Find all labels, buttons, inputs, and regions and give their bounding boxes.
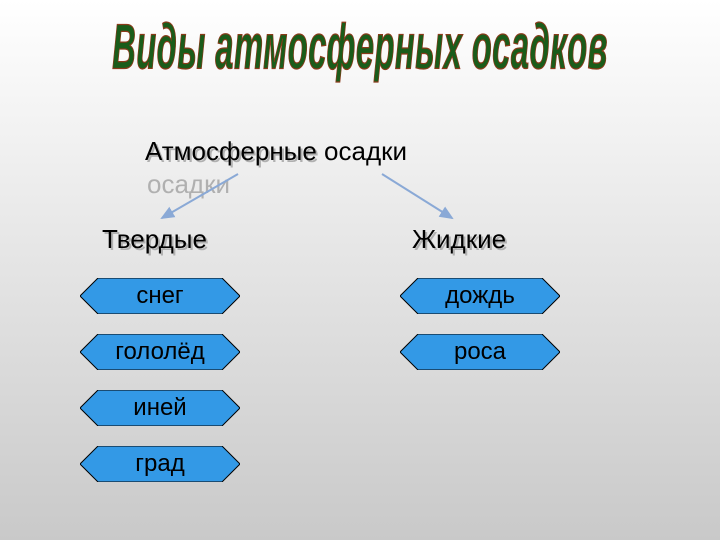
hex-item: роса (400, 334, 560, 370)
hex-item: иней (80, 390, 240, 426)
hex-label: дождь (445, 282, 515, 310)
arrow-right-line (382, 174, 452, 218)
hex-label: иней (133, 394, 186, 422)
hex-item: дождь (400, 278, 560, 314)
category-left: Твердые Твердые (102, 224, 207, 255)
hex-item: гололёд (80, 334, 240, 370)
hex-label: роса (454, 338, 506, 366)
category-right: Жидкие Жидкие (412, 224, 506, 255)
hex-label: град (135, 450, 184, 478)
hex-label: гололёд (115, 338, 205, 366)
hex-item: град (80, 446, 240, 482)
hex-label: снег (136, 282, 183, 310)
hex-item: снег (80, 278, 240, 314)
